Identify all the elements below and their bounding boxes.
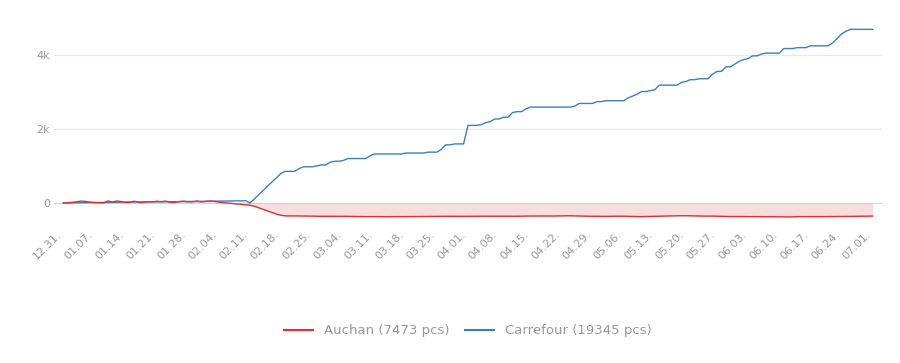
Legend: Auchan (7473 pcs), Carrefour (19345 pcs): Auchan (7473 pcs), Carrefour (19345 pcs) [279, 319, 657, 343]
